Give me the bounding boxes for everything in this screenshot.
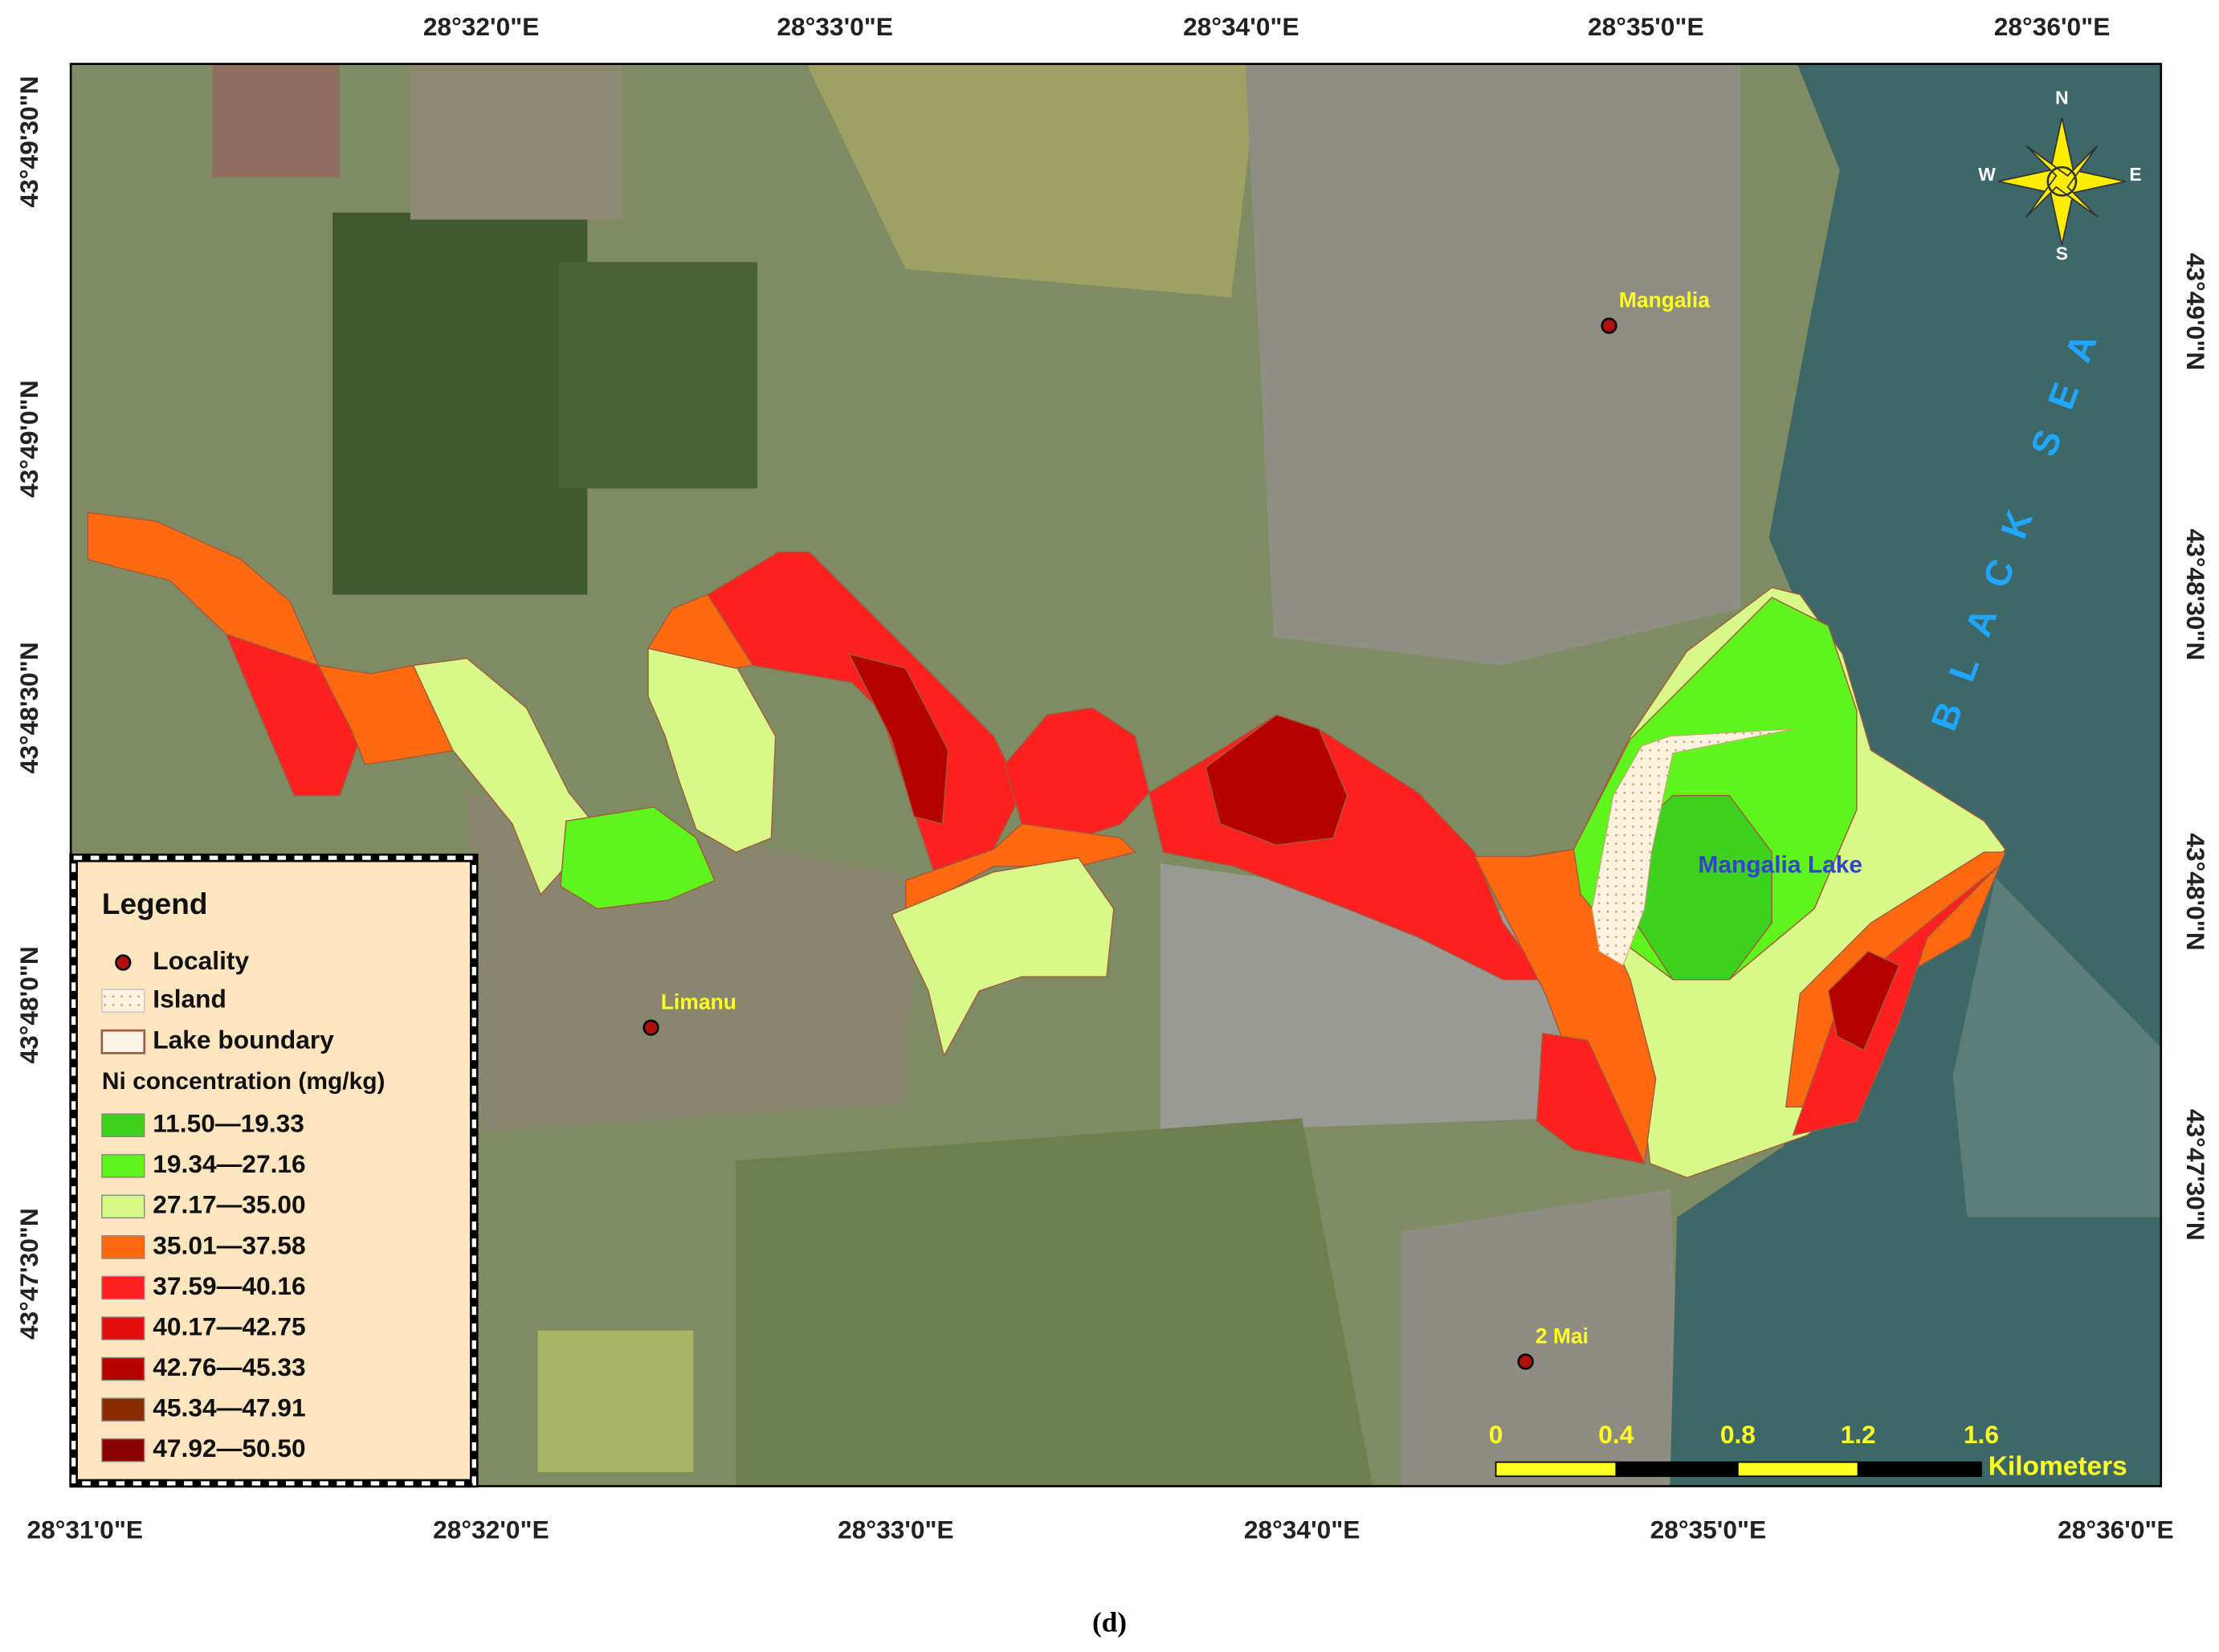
- place-label: 2 Mai: [1536, 1324, 1589, 1348]
- legend-swatch: [101, 1316, 145, 1340]
- legend-swatch: [101, 1153, 145, 1178]
- latitude-label: 43°47'30"N: [2181, 1109, 2210, 1241]
- concentration-zone: [560, 806, 716, 910]
- concentration-zone: [1473, 848, 1657, 1165]
- map-frame: [69, 63, 2163, 1487]
- island: [1591, 728, 1793, 966]
- concentration-zone: [1536, 1032, 1646, 1165]
- legend-swatch: [101, 1194, 145, 1219]
- legend-class: 27.17—35.00: [153, 1190, 305, 1219]
- concentration-zone: [891, 857, 1115, 1058]
- concentration-zone: [1205, 714, 1348, 846]
- legend-border: [71, 855, 476, 1486]
- concentration-zone: [1827, 950, 1900, 1051]
- legend-class: 47.92—50.50: [153, 1434, 305, 1462]
- latitude-label: 43°49'30"N: [14, 76, 43, 208]
- legend-class: 35.01—37.58: [153, 1230, 305, 1259]
- locality-marker: [1517, 1353, 1534, 1370]
- legend-class: 11.50—19.33: [153, 1109, 304, 1138]
- longitude-label: 28°35'0"E: [1650, 1515, 1767, 1544]
- scale-segment: [1857, 1461, 1982, 1478]
- scale-segment: [1736, 1461, 1859, 1478]
- latitude-label: 43°49'0"N: [14, 380, 43, 497]
- concentration-zone: [847, 653, 949, 825]
- scale-unit: Kilometers: [1989, 1451, 2127, 1481]
- compass-letter: E: [2129, 164, 2141, 185]
- compass-rose: [2046, 165, 2078, 197]
- legend-class: 42.76—45.33: [153, 1352, 305, 1381]
- longitude-label: 28°34'0"E: [1183, 12, 1299, 41]
- longitude-label: 28°34'0"E: [1244, 1515, 1360, 1544]
- legend-swatch: [101, 1235, 145, 1259]
- latitude-label: 43°48'0"N: [14, 946, 43, 1063]
- compass-rose: [2025, 145, 2099, 218]
- place-label: Mangalia: [1619, 288, 1710, 312]
- longitude-label: 28°33'0"E: [777, 12, 893, 41]
- latitude-label: 43°47'30"N: [14, 1208, 43, 1340]
- scale-segment: [1495, 1461, 1617, 1478]
- latitude-label: 43°48'0"N: [2181, 833, 2210, 950]
- scale-label: 1.6: [1964, 1420, 1999, 1449]
- legend-symbol: [115, 954, 132, 971]
- legend-item: Island: [153, 984, 226, 1013]
- legend-subtitle: Ni concentration (mg/kg): [102, 1068, 385, 1095]
- legend-swatch: [101, 1356, 145, 1381]
- longitude-label: 28°35'0"E: [1588, 12, 1704, 41]
- legend-class: 40.17—42.75: [153, 1311, 305, 1340]
- place-label: Limanu: [661, 990, 736, 1014]
- legend-swatch: [101, 1397, 145, 1422]
- lake: [87, 512, 2006, 1179]
- longitude-label: 28°33'0"E: [838, 1515, 954, 1544]
- latitude-label: 43°48'30"N: [2181, 528, 2210, 660]
- scale-label: 0: [1489, 1420, 1503, 1449]
- compass-letter: S: [2056, 243, 2068, 264]
- legend-class: 37.59—40.16: [153, 1271, 305, 1300]
- legend-symbol: [100, 1029, 146, 1054]
- labels: 28°32'0"E 28°33'0"E 28°34'0"E 28°35'0"E 28°3…: [14, 12, 2210, 1638]
- legend-symbol: [100, 989, 145, 1014]
- latitude-label: 43°49'0"N: [2181, 253, 2210, 370]
- scale-label: 0.8: [1720, 1420, 1756, 1449]
- latitude-label: 43°48'30"N: [14, 642, 43, 773]
- longitude-label: 28°31'0"E: [27, 1515, 143, 1544]
- legend-item: Lake boundary: [153, 1026, 334, 1054]
- lake-label: Mangalia Lake: [1698, 852, 1862, 879]
- scale-segment: [1615, 1461, 1739, 1478]
- legend-swatch: [101, 1113, 145, 1137]
- legend-swatch: [101, 1275, 145, 1300]
- concentration-zone: [647, 647, 777, 853]
- legend-swatch: [101, 1438, 145, 1462]
- scale-label: 0.4: [1598, 1420, 1634, 1449]
- legend-item: Locality: [153, 946, 249, 975]
- legend-class: 45.34—47.91: [153, 1393, 305, 1422]
- locality-marker: [642, 1019, 659, 1036]
- longitude-label: 28°36'0"E: [2058, 1515, 2174, 1544]
- compass-letter: W: [1978, 164, 1996, 185]
- scale-label: 1.2: [1841, 1420, 1876, 1449]
- longitude-label: 28°32'0"E: [433, 1515, 549, 1544]
- concentration-zone: [1626, 794, 1772, 981]
- longitude-label: 28°32'0"E: [423, 12, 540, 41]
- compass-letter: N: [2055, 88, 2069, 108]
- longitude-label: 28°36'0"E: [1994, 12, 2111, 41]
- legend-title: Legend: [102, 887, 208, 920]
- legend-class: 19.34—27.16: [153, 1149, 305, 1178]
- locality-marker: [1601, 317, 1617, 334]
- caption: (d): [1092, 1606, 1127, 1638]
